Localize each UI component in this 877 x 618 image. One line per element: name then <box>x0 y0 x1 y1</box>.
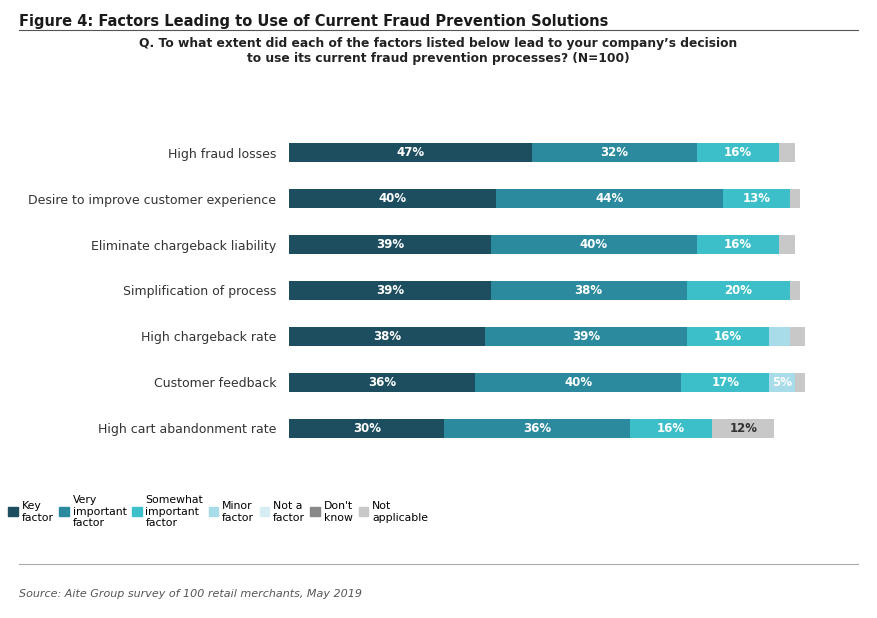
Text: 36%: 36% <box>368 376 396 389</box>
Bar <box>289 235 490 254</box>
Text: 30%: 30% <box>353 421 381 434</box>
Text: 44%: 44% <box>595 192 624 205</box>
Bar <box>630 418 712 438</box>
Bar <box>444 418 630 438</box>
Text: 40%: 40% <box>580 238 608 251</box>
Legend: Key
factor, Very
important
factor, Somewhat
important
factor, Minor
factor, Not : Key factor, Very important factor, Somew… <box>8 495 428 528</box>
Bar <box>496 189 723 208</box>
Bar <box>687 327 769 346</box>
Bar <box>697 143 780 163</box>
Text: 39%: 39% <box>572 330 600 343</box>
Bar <box>790 327 805 346</box>
Bar <box>490 281 687 300</box>
Text: 39%: 39% <box>376 284 404 297</box>
Bar <box>289 189 496 208</box>
Bar <box>723 189 790 208</box>
Bar <box>790 281 800 300</box>
Text: 13%: 13% <box>742 192 770 205</box>
Text: 40%: 40% <box>564 376 592 389</box>
Bar <box>712 418 774 438</box>
Text: 17%: 17% <box>711 376 739 389</box>
Text: 32%: 32% <box>601 146 629 159</box>
Text: Figure 4: Factors Leading to Use of Current Fraud Prevention Solutions: Figure 4: Factors Leading to Use of Curr… <box>19 14 609 28</box>
Bar <box>790 189 800 208</box>
Text: 16%: 16% <box>724 238 752 251</box>
Bar <box>769 373 795 392</box>
Text: 12%: 12% <box>730 421 758 434</box>
Text: 16%: 16% <box>657 421 685 434</box>
Text: 16%: 16% <box>724 146 752 159</box>
Bar <box>475 373 681 392</box>
Bar <box>289 143 531 163</box>
Bar <box>289 373 475 392</box>
Bar <box>795 373 805 392</box>
Text: 40%: 40% <box>379 192 407 205</box>
Text: 47%: 47% <box>396 146 424 159</box>
Text: 20%: 20% <box>724 284 752 297</box>
Text: 39%: 39% <box>376 238 404 251</box>
Text: 5%: 5% <box>772 376 792 389</box>
Bar <box>769 327 790 346</box>
Text: 38%: 38% <box>374 330 402 343</box>
Bar <box>780 235 795 254</box>
Bar <box>681 373 769 392</box>
Bar <box>490 235 697 254</box>
Text: 36%: 36% <box>523 421 551 434</box>
Text: 38%: 38% <box>574 284 602 297</box>
Bar <box>289 281 490 300</box>
Bar <box>780 143 795 163</box>
Text: Q. To what extent did each of the factors listed below lead to your company’s de: Q. To what extent did each of the factor… <box>139 37 738 65</box>
Bar <box>687 281 790 300</box>
Bar <box>289 418 444 438</box>
Bar <box>531 143 697 163</box>
Text: Source: Aite Group survey of 100 retail merchants, May 2019: Source: Aite Group survey of 100 retail … <box>19 590 362 599</box>
Text: 16%: 16% <box>714 330 742 343</box>
Bar <box>697 235 780 254</box>
Bar <box>289 327 486 346</box>
Bar <box>486 327 687 346</box>
